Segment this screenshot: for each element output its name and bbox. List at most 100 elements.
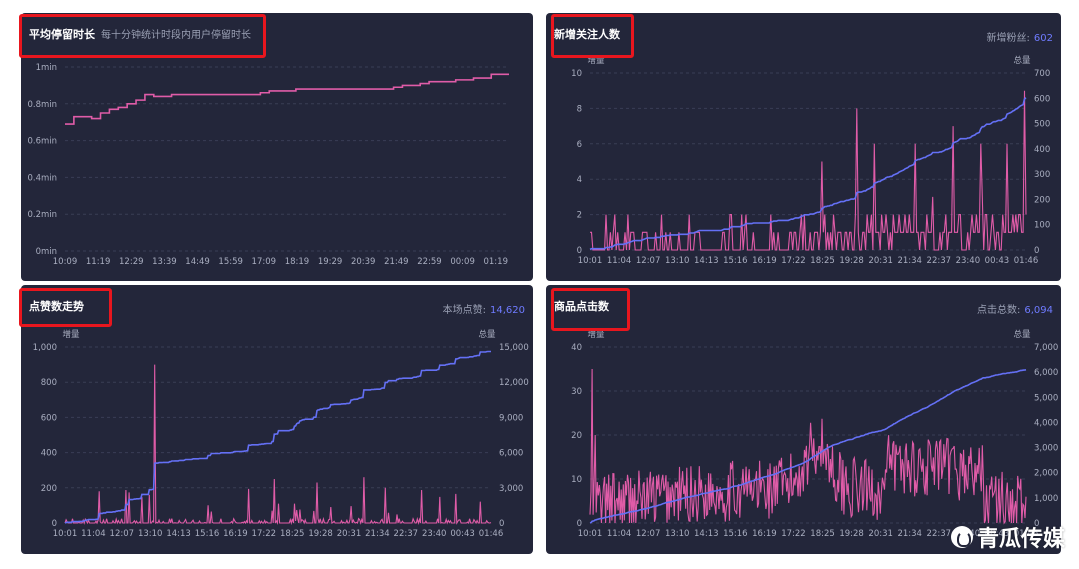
x-tick-label: 12:29 — [119, 257, 144, 267]
increment-series — [589, 368, 1027, 525]
x-tick-label: 12:07 — [636, 529, 661, 539]
product-clicks-title: 商品点击数 — [554, 300, 609, 313]
y-right-tick-label: 400 — [1034, 145, 1050, 155]
x-tick-label: 10:09 — [53, 257, 78, 267]
x-tick-label: 21:34 — [365, 529, 390, 539]
y-left-tick-label: 0 — [52, 519, 57, 529]
x-tick-label: 18:19 — [285, 257, 310, 267]
y-right-tick-label: 700 — [1034, 69, 1050, 79]
increment-series — [590, 90, 1027, 251]
panel-title: 平均停留时长 每十分钟统计时段内用户停留时长 — [29, 26, 251, 42]
x-tick-label: 15:16 — [723, 529, 748, 539]
x-tick-label: 21:49 — [384, 257, 409, 267]
y-left-tick-label: 0 — [577, 519, 582, 529]
total-value: 602 — [1033, 33, 1053, 44]
y-tick-label: 0min — [36, 247, 57, 257]
x-tick-label: 11:04 — [607, 529, 632, 539]
x-tick-label: 00:43 — [985, 529, 1010, 539]
x-tick-label: 22:37 — [927, 256, 952, 266]
x-tick-label: 12:07 — [636, 256, 661, 266]
x-tick-label: 16:19 — [223, 529, 248, 539]
x-tick-label: 01:19 — [483, 257, 508, 267]
y-left-tick-label: 10 — [571, 475, 582, 485]
x-tick-label: 14:13 — [166, 529, 191, 539]
new-followers-total: 新增粉丝: 602 — [987, 29, 1053, 44]
likes-trend-title: 点赞数走势 — [29, 300, 84, 313]
x-tick-label: 00:43 — [985, 256, 1010, 266]
x-tick-label: 01:46 — [1014, 529, 1039, 539]
clicks-total: 点击总数: 6,094 — [977, 301, 1053, 316]
y-right-tick-label: 500 — [1034, 120, 1050, 130]
new-followers-panel: 增量 总量 0 2 4 6 8 10 0 100 200 300 400 500 600 700 10:01 11… — [546, 13, 1061, 281]
x-tick-label: 17:22 — [781, 256, 806, 266]
y-left-tick-label: 30 — [571, 387, 582, 397]
x-tick-label: 19:28 — [308, 529, 333, 539]
y-right-tick-label: 6,000 — [499, 449, 523, 459]
right-axis-label: 总量 — [478, 329, 496, 340]
x-tick-label: 15:16 — [723, 256, 748, 266]
x-tick-label: 20:31 — [868, 256, 893, 266]
total-series — [589, 369, 1027, 524]
y-right-tick-label: 5,000 — [1034, 393, 1058, 403]
x-tick-label: 12:07 — [110, 529, 135, 539]
y-right-tick-label: 100 — [1034, 221, 1050, 231]
product-clicks-panel: 增量 总量 0 10 20 30 40 0 1,000 2,000 3,000 4,000 5,000 6… — [546, 285, 1061, 554]
x-tick-label: 14:49 — [185, 257, 210, 267]
x-tick-label: 14:13 — [694, 529, 719, 539]
y-right-tick-label: 3,000 — [499, 484, 523, 494]
x-tick-label: 16:19 — [752, 256, 777, 266]
x-tick-label: 10:01 — [53, 529, 78, 539]
likes-trend-panel: 增量 总量 0 200 400 600 800 1,000 0 3,000 6,000 9,000 12… — [21, 285, 533, 554]
x-tick-label: 19:29 — [318, 257, 343, 267]
total-label: 本场点赞: — [442, 305, 486, 316]
x-tick-label: 11:04 — [81, 529, 106, 539]
x-tick-label: 18:25 — [810, 529, 835, 539]
y-right-tick-label: 15,000 — [499, 343, 529, 353]
x-tick-label: 17:22 — [252, 529, 277, 539]
y-right-tick-label: 9,000 — [499, 413, 523, 423]
y-right-tick-label: 0 — [1034, 246, 1039, 256]
x-tick-label: 20:31 — [868, 529, 893, 539]
x-tick-label: 21:34 — [897, 256, 922, 266]
y-right-tick-label: 0 — [1034, 519, 1039, 529]
y-left-tick-label: 600 — [41, 413, 57, 423]
y-left-tick-label: 800 — [41, 378, 57, 388]
right-axis-label: 总量 — [1013, 329, 1031, 340]
y-tick-label: 0.2min — [27, 210, 57, 220]
x-tick-label: 00:43 — [450, 529, 475, 539]
x-tick-label: 14:13 — [694, 256, 719, 266]
likes-trend-chart: 增量 总量 0 200 400 600 800 1,000 0 3,000 6,000 9,000 12… — [33, 329, 529, 539]
new-followers-title: 新增关注人数 — [554, 28, 620, 41]
y-right-tick-label: 6,000 — [1034, 368, 1058, 378]
y-right-tick-label: 300 — [1034, 170, 1050, 180]
y-right-tick-label: 7,000 — [1034, 343, 1058, 353]
total-label: 点击总数: — [976, 305, 1021, 316]
y-right-tick-label: 3,000 — [1034, 444, 1058, 454]
x-tick-label: 17:22 — [781, 529, 806, 539]
total-series — [589, 97, 1027, 251]
y-left-tick-label: 4 — [577, 175, 582, 185]
y-left-tick-label: 200 — [41, 484, 57, 494]
avg-stay-subtitle: 每十分钟统计时段内用户停留时长 — [101, 30, 251, 41]
brand-logo-icon — [950, 526, 973, 548]
y-right-tick-label: 4,000 — [1034, 418, 1058, 428]
x-tick-label: 22:59 — [417, 257, 442, 267]
x-tick-label: 10:01 — [578, 529, 603, 539]
y-left-tick-label: 1,000 — [33, 343, 57, 353]
x-tick-label: 00:09 — [450, 257, 475, 267]
avg-stay-title: 平均停留时长 — [29, 28, 95, 41]
x-tick-label: 13:10 — [665, 256, 690, 266]
y-left-tick-label: 0 — [577, 246, 582, 256]
x-tick-label: 18:25 — [810, 256, 835, 266]
y-left-tick-label: 40 — [571, 343, 582, 353]
total-value: 14,620 — [490, 305, 525, 316]
y-right-tick-label: 12,000 — [499, 378, 529, 388]
y-left-tick-label: 20 — [571, 431, 582, 441]
x-tick-label: 20:31 — [337, 529, 362, 539]
x-tick-label: 15:59 — [218, 257, 243, 267]
left-axis-label: 增量 — [587, 55, 605, 66]
x-tick-label: 16:19 — [752, 529, 777, 539]
x-tick-label: 22:37 — [927, 529, 952, 539]
x-tick-label: 01:46 — [1014, 256, 1039, 266]
increment-series — [64, 364, 492, 526]
